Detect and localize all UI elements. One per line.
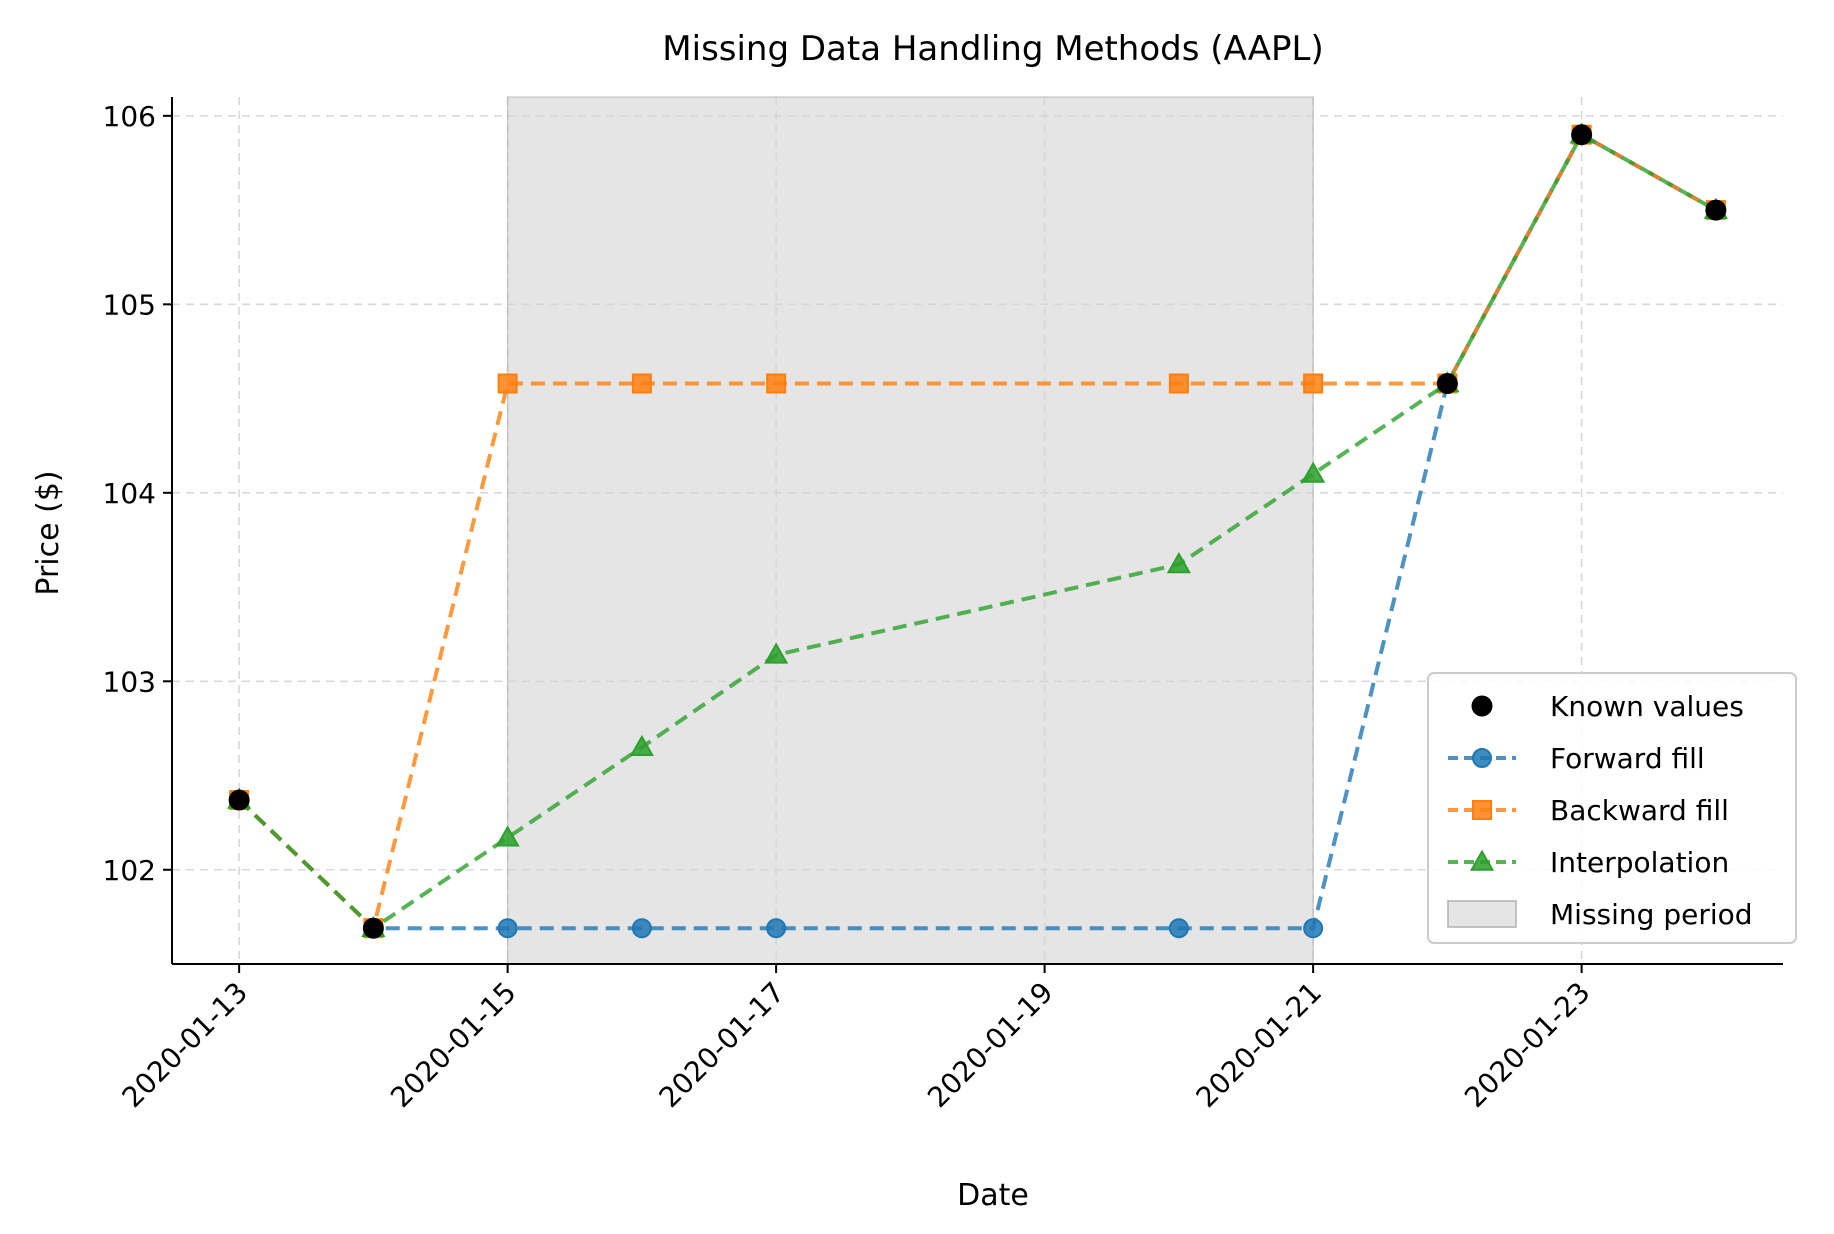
data-point [1303,918,1324,939]
y-tick-label: 106 [103,100,156,133]
y-tick-label: 104 [103,477,156,510]
legend-swatch [1471,695,1493,717]
legend-swatch [1447,900,1517,928]
axes [171,97,1783,965]
data-point [764,642,789,664]
legend-label: Missing period [1550,898,1753,931]
legend-item: Backward fill [1448,794,1729,827]
y-axis-title: Price ($) [31,470,66,595]
legend-items: Known values Forward fill Backward fill Int… [1447,690,1753,931]
known-value-point [1436,372,1458,394]
data-point [631,373,652,394]
data-point [1303,373,1324,394]
data-point [495,825,520,847]
chart-title: Missing Data Handling Methods (AAPL) [662,29,1323,69]
y-tick-label: 103 [103,665,156,698]
legend-swatch-marker [1472,800,1492,820]
y-ticks: 102 103 104 105 106 [103,100,172,887]
y-tick-label: 105 [103,288,156,321]
legend-item: Forward fill [1448,742,1705,775]
legend-item: Interpolation [1448,846,1729,879]
legend-item: Known values [1471,690,1744,723]
missing-period-band [506,96,1314,965]
known-values-layer [228,124,1727,939]
data-point [1301,461,1326,483]
legend-label: Forward fill [1550,742,1705,775]
data-point [766,918,787,939]
legend-box [1427,672,1797,944]
data-point [766,373,787,394]
data-point [497,918,518,939]
legend-swatch-marker [1469,849,1495,871]
legend: Known values Forward fill Backward fill Int… [1427,672,1797,944]
legend-swatch-marker [1472,748,1492,768]
y-tick-label: 102 [103,854,156,887]
data-point [629,734,654,757]
data-point [1168,918,1189,939]
missing-period-region [506,96,1314,965]
data-point [497,373,518,394]
legend-item: Missing period [1447,898,1753,931]
known-value-point [228,789,250,811]
data-point [631,918,652,939]
data-point [1168,373,1189,394]
x-axis-title: Date [957,1178,1029,1213]
known-value-point [1571,124,1593,146]
known-value-point [362,917,384,939]
legend-label: Backward fill [1550,794,1729,827]
legend-label: Known values [1550,690,1744,723]
data-point [1166,552,1191,574]
known-value-point [1705,199,1727,221]
series-line [237,131,1717,931]
legend-label: Interpolation [1550,846,1729,879]
